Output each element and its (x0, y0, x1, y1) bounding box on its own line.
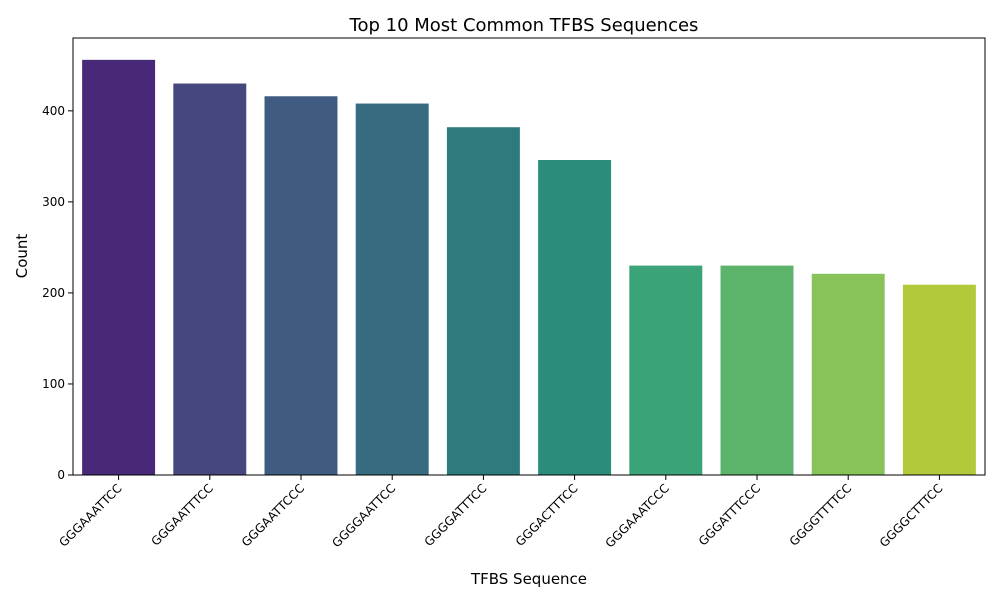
bar-GGGAATTTCC (173, 83, 247, 475)
y-axis-label: Count (13, 234, 31, 279)
x-tick-label: GGGAAATTCC (56, 481, 124, 549)
x-tick-label: GGGACTTTCC (513, 481, 581, 549)
y-tick-label: 0 (57, 468, 65, 482)
plot-frame (72, 37, 986, 476)
x-tick-label: GGGGATTTCC (422, 481, 490, 549)
bar-GGGAAATTCC (82, 59, 156, 475)
bar-GGGATTTCCC (720, 265, 794, 475)
bar-GGGGATTTCC (446, 127, 520, 476)
y-tick-label: 400 (42, 104, 65, 118)
x-tick-label: GGGGAATTCC (329, 481, 398, 550)
bar-GGGGAATTCC (355, 103, 429, 476)
x-tick-label: GGGATTTCCC (696, 481, 763, 548)
x-tick-label: GGGAATTTCC (149, 481, 216, 548)
bar-GGGAAATCCC (629, 265, 703, 475)
chart-title: Top 10 Most Common TFBS Sequences (349, 15, 699, 36)
y-axis-ticks: 0 100 200 300 400 (42, 104, 73, 482)
bar-GGGGCTTTCC (902, 284, 976, 475)
bar-GGGACTTTCC (538, 159, 612, 475)
bar-GGGAATTCCC (264, 96, 338, 476)
x-tick-label: GGGGCTTTCC (877, 481, 946, 550)
x-tick-label: GGGGTTTTCC (787, 481, 855, 549)
x-axis-label: TFBS Sequence (470, 570, 587, 588)
bars-group (82, 59, 976, 476)
y-tick-label: 100 (42, 377, 65, 391)
x-axis-ticks: GGGAAATTCC GGGAATTTCC GGGAATTCCC GGGGAATTCC… (56, 475, 946, 551)
y-tick-label: 300 (42, 195, 65, 209)
bar-GGGGTTTTCC (811, 273, 885, 475)
x-tick-label: GGGAAATCCC (603, 481, 672, 550)
y-tick-label: 200 (42, 286, 65, 300)
x-tick-label: GGGAATTCCC (239, 481, 307, 549)
